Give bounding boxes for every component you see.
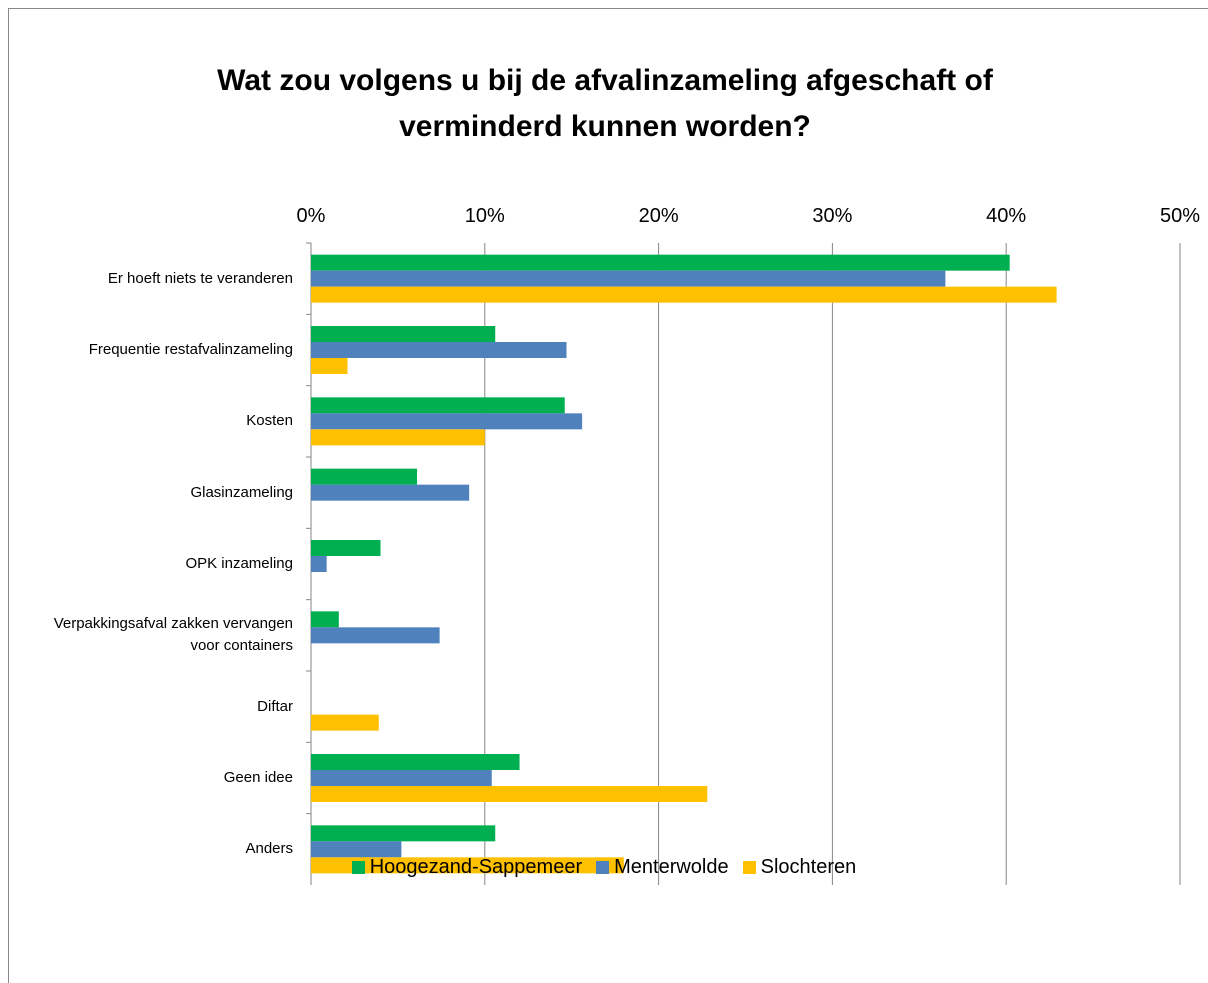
bar <box>311 540 381 556</box>
y-tick-label: Geen idee <box>223 769 293 786</box>
y-tick-label: Kosten <box>246 412 293 430</box>
bar <box>311 770 492 786</box>
legend-swatch <box>596 861 610 874</box>
legend-item: Slochteren <box>742 856 857 879</box>
legend: Hoogezand-Sappemeer Menterwolde Slochteren <box>0 856 1208 879</box>
y-tick-label: Frequentie restafvalinzameling <box>88 341 293 358</box>
legend-label: Menterwolde <box>614 856 729 878</box>
bar <box>311 468 418 485</box>
bar <box>311 358 348 374</box>
bar <box>311 825 496 842</box>
bar <box>311 857 624 874</box>
x-tick-label: 40% <box>986 205 1026 227</box>
bar <box>311 754 520 770</box>
bar <box>311 429 485 446</box>
bar <box>311 484 470 501</box>
x-tick-label: 30% <box>812 205 852 227</box>
y-tick-label: Glasinzameling <box>190 483 293 501</box>
legend-label: Hoogezand-Sappemeer <box>369 856 583 878</box>
x-tick-label: 20% <box>639 205 679 227</box>
bar <box>311 611 339 628</box>
legend-item: Hoogezand-Sappemeer <box>351 856 583 879</box>
bar <box>311 413 583 430</box>
legend-swatch <box>742 861 756 874</box>
legend-item: Menterwolde <box>596 856 729 879</box>
x-tick-label: 10% <box>465 205 505 227</box>
bar <box>311 627 440 644</box>
bar <box>311 286 1057 303</box>
bar <box>311 556 327 572</box>
y-tick-label: Verpakkingsafval zakken vervangen voor c… <box>53 615 293 655</box>
y-tick-label: Er hoeft niets te veranderen <box>107 269 293 287</box>
chart-title: Wat zou volgens u bij de afvalinzameling… <box>217 64 993 143</box>
legend-label: Slochteren <box>760 856 857 878</box>
x-tick-label: 50% <box>1160 205 1200 227</box>
legend-swatch <box>351 861 365 874</box>
bar <box>311 714 379 731</box>
bar <box>311 254 1010 271</box>
bar <box>311 270 946 287</box>
x-tick-label: 0% <box>297 205 326 227</box>
bar <box>311 326 496 342</box>
bar <box>311 342 567 358</box>
bar <box>311 397 565 414</box>
y-tick-label: Anders <box>245 840 293 858</box>
bar <box>311 786 708 802</box>
bar <box>311 841 402 858</box>
chart-border <box>8 8 1208 983</box>
y-tick-label: OPK inzameling <box>185 555 293 572</box>
y-tick-label: Diftar <box>257 697 293 715</box>
